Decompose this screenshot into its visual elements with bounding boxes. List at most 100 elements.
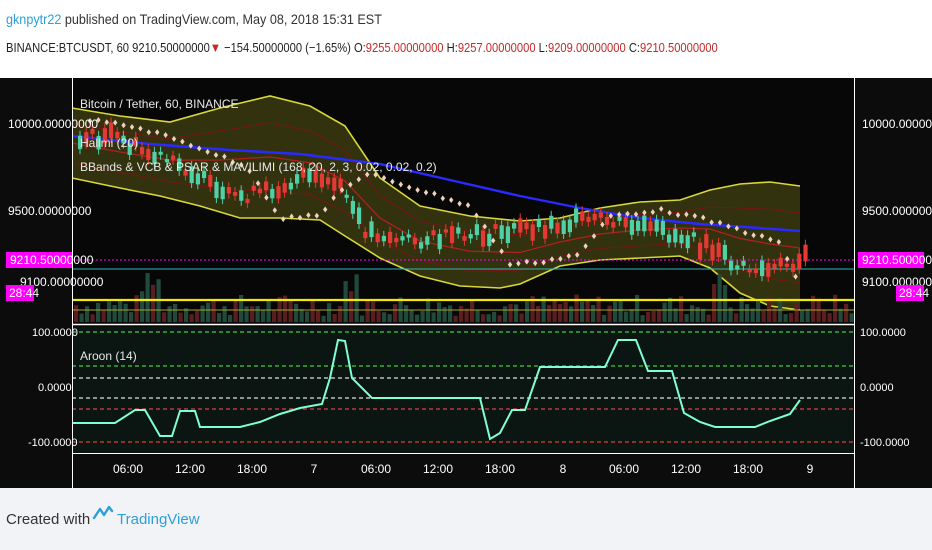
volume-bar xyxy=(679,296,684,322)
volume-bar xyxy=(838,308,843,322)
psar-dot xyxy=(524,258,529,265)
candle-body xyxy=(685,235,690,249)
legend-indicator-1[interactable]: Hallmi (20) xyxy=(80,136,138,150)
psar-dot xyxy=(415,186,420,193)
volume-bar xyxy=(90,314,95,322)
volume-bar xyxy=(530,296,535,322)
psar-dot xyxy=(213,151,219,158)
volume-bar xyxy=(695,307,700,322)
volume-bar xyxy=(728,307,733,322)
psar-dot xyxy=(751,232,756,239)
volume-bar xyxy=(305,311,310,322)
volume-bar xyxy=(112,305,117,322)
candle-body xyxy=(152,151,157,165)
candle-body xyxy=(698,242,703,260)
inner-upper-line xyxy=(71,122,801,236)
volume-bar xyxy=(651,310,656,322)
osc-right-0: 0.0000 xyxy=(860,382,894,394)
indicator-lines xyxy=(71,134,854,311)
volume-bar xyxy=(272,310,277,322)
volume-bar xyxy=(206,302,211,322)
volume-bar xyxy=(772,307,777,322)
chart-canvas[interactable]: Bitcoin / Tether, 60, BINANCE Hallmi (20… xyxy=(0,78,932,488)
volume-bar xyxy=(327,303,332,322)
psar-dot xyxy=(146,129,151,136)
candle-body xyxy=(257,188,262,194)
legend-title[interactable]: Bitcoin / Tether, 60, BINANCE xyxy=(80,97,239,111)
psar-dot xyxy=(188,142,193,149)
right-timer-tag xyxy=(896,285,924,301)
volume-bar xyxy=(453,315,458,322)
aroon-oscillator xyxy=(72,331,854,443)
candle-body xyxy=(443,229,448,233)
volume-bar xyxy=(431,312,436,322)
volume-bar xyxy=(690,305,695,322)
candle-body xyxy=(722,244,727,260)
right-tick-10000: 10000.00000000 xyxy=(862,117,932,131)
psar-dot xyxy=(785,255,790,262)
inner-lower-line xyxy=(71,162,801,284)
candle-body xyxy=(710,244,715,261)
right-tick-9500: 9500.00000000 xyxy=(862,204,932,218)
volume-bar xyxy=(618,301,623,322)
candle-body xyxy=(474,224,479,236)
high-value: 9257.00000000 xyxy=(457,40,536,55)
psar-dot xyxy=(449,196,454,203)
volume-bar xyxy=(519,313,524,322)
tradingview-brand[interactable]: TradingView xyxy=(117,511,200,528)
volume-bar xyxy=(382,312,387,322)
volume-bar xyxy=(162,312,167,322)
band-fill xyxy=(72,96,800,310)
psar-dot xyxy=(331,194,336,201)
volume-bar xyxy=(464,308,469,322)
volume-bar xyxy=(613,301,618,322)
candle-body xyxy=(121,135,126,144)
publication-header: gknpytr22 published on TradingView.com, … xyxy=(0,0,932,78)
candle-body xyxy=(115,131,120,139)
middle-band-line xyxy=(71,142,801,254)
volume-bar xyxy=(437,302,442,322)
tradingview-logo-icon[interactable] xyxy=(92,502,114,524)
volume-bar xyxy=(376,310,381,322)
author-link[interactable]: gknpytr22 xyxy=(6,11,62,27)
candle-body xyxy=(636,220,641,231)
candle-body xyxy=(660,220,665,235)
right-timer-text: 28:44 xyxy=(899,286,929,300)
legend-oscillator[interactable]: Aroon (14) xyxy=(80,349,137,363)
psar-dot xyxy=(566,253,571,260)
psar-dot xyxy=(625,210,630,217)
psar-dot xyxy=(96,116,101,123)
time-label-9: 06:00 xyxy=(609,462,639,476)
candle-body xyxy=(195,173,200,185)
volume-bar xyxy=(822,309,827,322)
volume-bar xyxy=(118,301,123,322)
volume-bar xyxy=(844,303,849,322)
psar-dot xyxy=(768,236,773,243)
psar-dot xyxy=(129,123,135,130)
psar-dot xyxy=(264,194,269,201)
created-with-text: Created with xyxy=(6,511,91,528)
volume-bar xyxy=(558,304,563,322)
candle-body xyxy=(109,122,114,138)
volume-bar xyxy=(178,312,183,322)
volume-bar xyxy=(827,313,832,322)
candle-body xyxy=(530,224,535,241)
volume-bar xyxy=(261,310,266,322)
candle-body xyxy=(735,265,740,270)
volume-bar xyxy=(239,295,244,322)
candle-body xyxy=(450,226,455,244)
psar-dot xyxy=(281,216,286,223)
candle-body xyxy=(412,237,417,245)
candle-body xyxy=(574,208,579,223)
volume-bar xyxy=(585,299,590,322)
volume-bar xyxy=(266,299,271,322)
volume-bar xyxy=(459,306,464,322)
psar-dot xyxy=(482,223,487,230)
candle-body xyxy=(388,231,393,244)
oscillator-pane[interactable] xyxy=(72,327,854,453)
volume-bar xyxy=(338,306,343,322)
psar-dot xyxy=(541,259,546,266)
osc-left-0: 0.0000 xyxy=(38,382,72,394)
candle-body xyxy=(208,175,213,187)
legend-indicator-2[interactable]: BBands & VCB & PSAR & MAVILIMI (168, 20,… xyxy=(80,160,437,174)
